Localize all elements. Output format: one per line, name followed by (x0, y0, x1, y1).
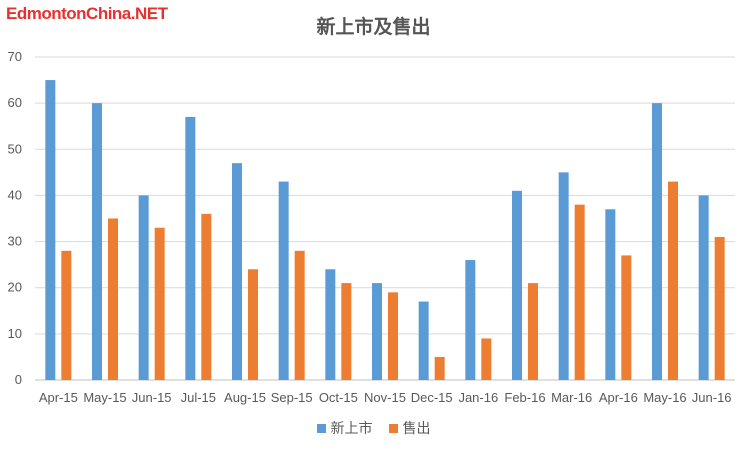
x-tick-label: Nov-15 (364, 390, 406, 405)
y-tick-label: 0 (15, 372, 22, 387)
bar-series-1 (574, 204, 585, 380)
x-tick-label: Apr-15 (39, 390, 78, 405)
x-tick-label: Mar-16 (551, 390, 592, 405)
y-tick-label: 20 (8, 280, 22, 295)
x-tick-label: Jul-15 (181, 390, 216, 405)
bar-series-0 (45, 80, 56, 381)
bar-series-0 (698, 195, 709, 380)
bar-series-0 (558, 172, 569, 380)
legend-swatch-series-0 (316, 423, 326, 433)
x-tick-label: Jun-15 (132, 390, 172, 405)
legend-label-series-0: 新上市 (330, 421, 373, 437)
bar-series-0 (278, 181, 289, 380)
x-tick-label: Aug-15 (224, 390, 266, 405)
chart-title: 新上市及售出 (316, 16, 431, 38)
legend-label-series-1: 售出 (402, 421, 431, 437)
x-tick-label: Dec-15 (411, 390, 453, 405)
y-tick-label: 70 (8, 49, 22, 64)
bar-series-1 (108, 218, 118, 380)
x-tick-label: Apr-16 (599, 390, 638, 405)
bar-series-1 (434, 356, 445, 380)
bar-series-0 (232, 163, 242, 380)
bar-series-1 (61, 250, 72, 380)
bar-series-0 (372, 283, 382, 380)
bar-series-1 (528, 283, 538, 380)
bar-series-1 (668, 181, 678, 380)
bar-series-0 (185, 116, 196, 380)
x-tick-label: Oct-15 (319, 390, 358, 405)
bar-series-0 (512, 190, 522, 380)
bar-series-1 (154, 227, 165, 380)
bar-series-1 (714, 236, 725, 380)
bar-series-0 (325, 269, 336, 380)
bar-series-1 (201, 213, 212, 380)
bar-series-0 (465, 260, 476, 380)
legend: 新上市 售出 (0, 418, 747, 438)
x-tick-label: Jun-16 (692, 390, 732, 405)
x-tick-label: Feb-16 (504, 390, 545, 405)
bar-series-0 (138, 195, 149, 380)
bar-series-0 (92, 103, 102, 381)
legend-item-series-1: 售出 (388, 418, 431, 438)
bar-series-1 (388, 292, 398, 380)
x-tick-label: Jan-16 (458, 390, 498, 405)
y-tick-label: 30 (8, 234, 22, 249)
y-tick-label: 40 (8, 187, 22, 202)
bar-series-0 (652, 103, 662, 381)
bar-series-1 (481, 338, 492, 380)
x-tick-label: May-15 (83, 390, 126, 405)
bar-series-1 (341, 283, 352, 380)
x-tick-label: May-16 (643, 390, 686, 405)
legend-item-series-0: 新上市 (316, 418, 373, 438)
bar-series-1 (294, 250, 305, 380)
watermark-logo: EdmontonChina.NET (6, 4, 168, 23)
bar-series-1 (248, 269, 258, 380)
y-tick-label: 10 (8, 326, 22, 341)
bar-series-1 (621, 255, 632, 380)
y-tick-label: 60 (8, 95, 22, 110)
bar-series-0 (418, 301, 429, 380)
y-tick-label: 50 (8, 141, 22, 156)
legend-swatch-series-1 (388, 423, 398, 433)
x-tick-label: Sep-15 (271, 390, 313, 405)
bar-series-0 (605, 209, 616, 380)
